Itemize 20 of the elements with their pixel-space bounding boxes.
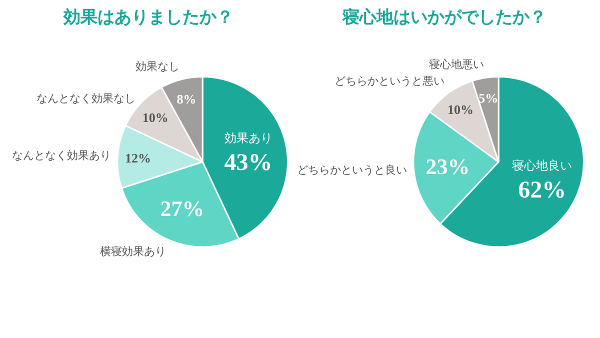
- data-label: 10%: [142, 110, 168, 126]
- chart-title: 寝心地はいかがでしたか？: [342, 8, 546, 28]
- slice-label: なんとなく効果なし: [36, 92, 136, 105]
- data-label: 10%: [448, 102, 474, 118]
- chart-title: 効果はありましたか？: [62, 8, 234, 28]
- slice-label: どちらかというと悪い: [334, 76, 445, 88]
- data-label: 23%: [426, 154, 470, 180]
- slice-label: 効果あり: [224, 130, 272, 145]
- slice-label: 効果なし: [136, 60, 180, 73]
- data-label: 5%: [478, 90, 498, 106]
- slice-label: なんとなく効果あり: [12, 149, 111, 162]
- slice-label: どちらかというと良い: [297, 164, 408, 177]
- slice-label: 横寝効果あり: [100, 245, 166, 258]
- data-label: 12%: [124, 150, 151, 166]
- data-label: 27%: [160, 196, 204, 222]
- data-label: 62%: [518, 177, 566, 204]
- data-label: 8%: [176, 92, 196, 107]
- slice-label: 寝心地悪い: [429, 58, 484, 72]
- slice-label: 寝心地良い: [512, 158, 572, 172]
- data-label: 43%: [224, 150, 272, 176]
